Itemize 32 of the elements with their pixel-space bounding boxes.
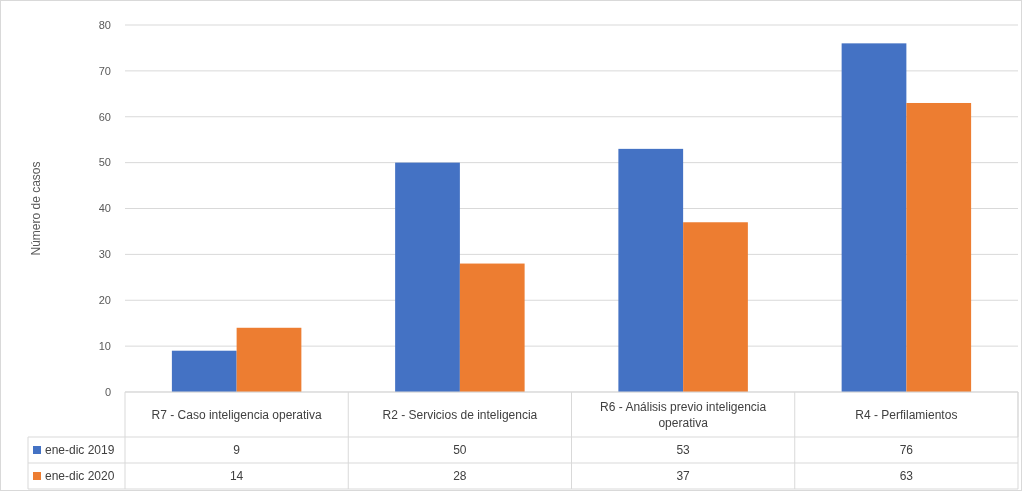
bar — [236, 327, 302, 392]
data-label: 76 — [899, 443, 914, 458]
y-tick-label: 60 — [98, 110, 111, 123]
bar — [841, 43, 907, 392]
y-tick-label: 40 — [98, 202, 111, 215]
legend-label: ene-dic 2020 — [45, 469, 115, 484]
y-tick-label: 80 — [98, 18, 111, 31]
y-tick-label: 50 — [98, 156, 111, 169]
data-label: 53 — [676, 443, 691, 458]
data-label: 50 — [453, 443, 467, 458]
bar — [618, 148, 684, 392]
x-tick-label: R4 - Perfilamientos — [855, 407, 958, 422]
bar — [395, 162, 460, 392]
y-tick-label: 0 — [104, 385, 111, 398]
bar — [459, 263, 525, 392]
bar — [683, 222, 748, 392]
y-tick-label: 70 — [98, 64, 111, 77]
data-label: 9 — [233, 443, 241, 458]
data-label: 14 — [229, 469, 244, 484]
data-label: 28 — [453, 469, 467, 484]
data-label: 63 — [899, 469, 914, 484]
bar — [171, 350, 237, 392]
y-tick-label: 10 — [98, 339, 111, 352]
y-axis-title: Número de casos — [29, 161, 43, 256]
x-tick-label: R7 - Caso inteligencia operativa — [151, 407, 322, 422]
y-tick-label: 20 — [98, 294, 111, 307]
y-tick-label: 30 — [98, 248, 111, 261]
legend-label: ene-dic 2019 — [45, 443, 115, 458]
data-label: 37 — [676, 469, 691, 484]
x-tick-label: R2 - Servicios de inteligencia — [382, 407, 538, 422]
x-tick-label: R6 - Análisis previo inteligencia operativa — [600, 399, 767, 430]
bar — [906, 102, 972, 392]
